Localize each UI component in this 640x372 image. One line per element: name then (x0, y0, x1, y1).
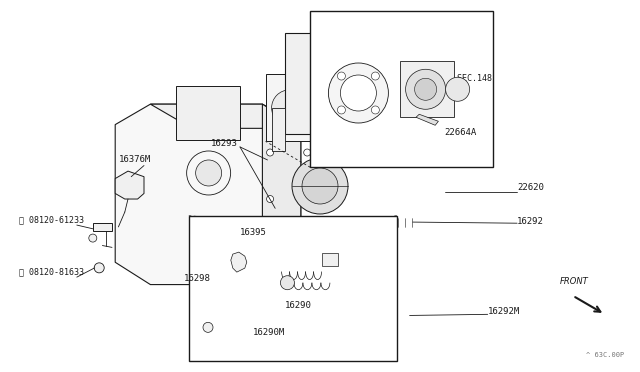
Polygon shape (150, 104, 301, 128)
Circle shape (304, 196, 310, 202)
Bar (272, 108, 285, 151)
Polygon shape (231, 252, 247, 272)
Text: Ⓑ 08120-61233: Ⓑ 08120-61233 (19, 215, 84, 224)
Text: 16395: 16395 (240, 228, 267, 237)
Bar (266, 74, 314, 141)
Circle shape (337, 72, 346, 80)
Bar (349, 108, 362, 151)
Bar (310, 11, 493, 167)
Text: 16376M: 16376M (118, 155, 150, 164)
Text: ^ 63C.00P: ^ 63C.00P (586, 352, 624, 358)
Bar (189, 216, 397, 361)
Text: 16290M: 16290M (253, 328, 285, 337)
Bar (285, 33, 349, 134)
Circle shape (94, 263, 104, 273)
Bar (403, 97, 445, 160)
Circle shape (304, 149, 310, 156)
Text: 16292: 16292 (517, 217, 544, 226)
Text: 16293: 16293 (211, 139, 238, 148)
Circle shape (415, 78, 436, 100)
Circle shape (445, 77, 470, 101)
Circle shape (351, 310, 362, 320)
Circle shape (187, 151, 230, 195)
Text: SEE SEC.148: SEE SEC.148 (437, 74, 492, 83)
Circle shape (196, 160, 221, 186)
Text: 16298: 16298 (184, 274, 211, 283)
Circle shape (203, 323, 213, 332)
Polygon shape (262, 104, 301, 268)
Circle shape (267, 196, 273, 202)
Bar (93, 223, 112, 231)
Circle shape (302, 168, 338, 204)
Circle shape (271, 90, 308, 126)
Circle shape (417, 155, 428, 165)
Circle shape (374, 217, 384, 227)
Circle shape (337, 106, 346, 114)
Circle shape (267, 149, 273, 156)
Polygon shape (115, 104, 301, 285)
Text: 16290: 16290 (285, 301, 312, 310)
Circle shape (280, 276, 294, 290)
Bar (176, 86, 240, 140)
Circle shape (371, 106, 380, 114)
Circle shape (414, 118, 434, 138)
Circle shape (371, 72, 380, 80)
Bar (321, 253, 338, 266)
Circle shape (406, 69, 445, 109)
Text: 22620: 22620 (517, 183, 544, 192)
Circle shape (292, 158, 348, 214)
Circle shape (406, 110, 442, 146)
Circle shape (328, 63, 388, 123)
Text: FRONT: FRONT (560, 278, 589, 286)
Circle shape (340, 75, 376, 111)
Polygon shape (416, 114, 438, 125)
Text: ③ 08120-81633: ③ 08120-81633 (19, 267, 84, 276)
Text: 16292M: 16292M (488, 307, 520, 316)
Circle shape (89, 234, 97, 242)
Bar (400, 61, 454, 117)
Polygon shape (115, 171, 144, 199)
Text: 22664A: 22664A (445, 128, 477, 137)
